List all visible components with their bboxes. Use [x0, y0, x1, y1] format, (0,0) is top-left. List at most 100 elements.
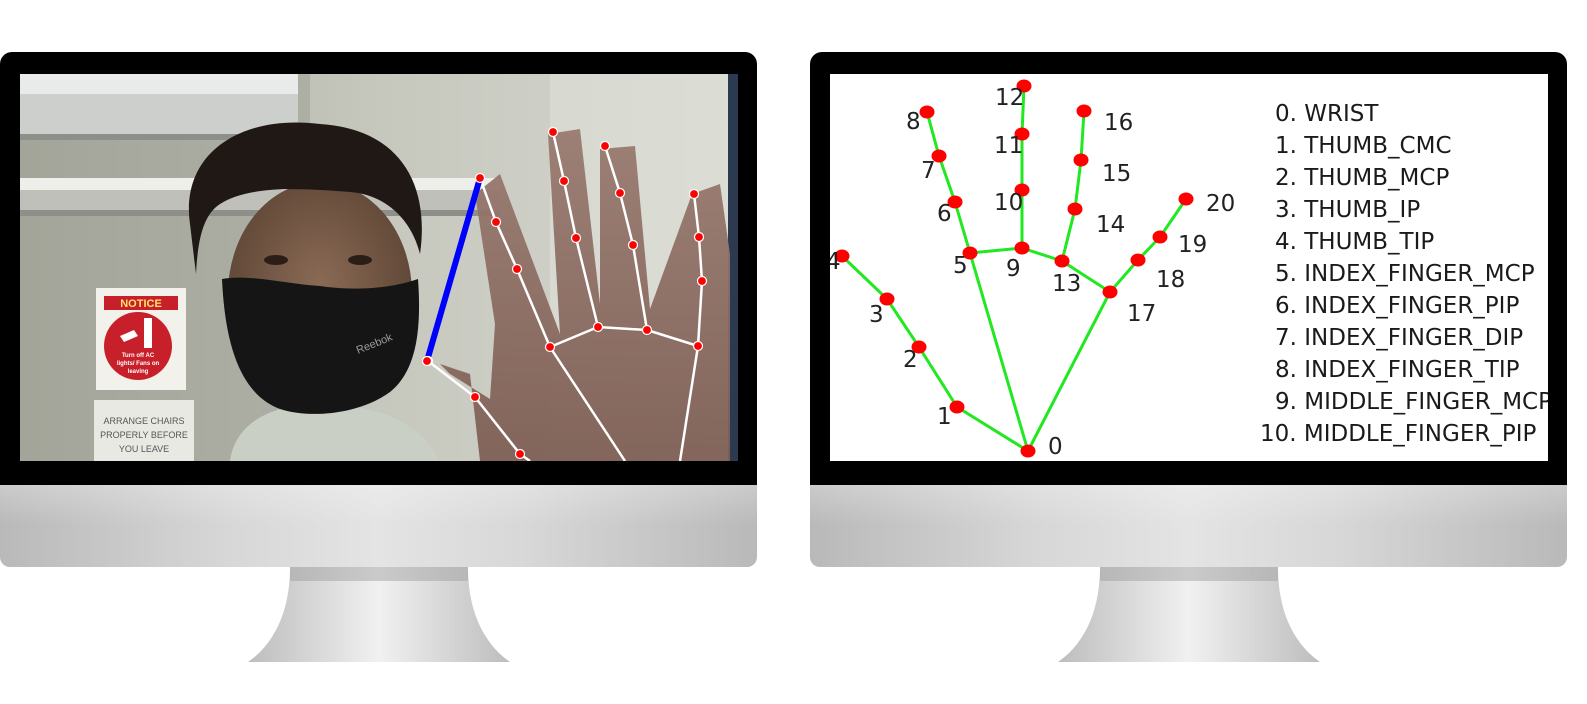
- landmark-number-3: 3: [869, 302, 884, 328]
- webcam-skeleton-connection: [574, 237, 600, 328]
- webcam-skeleton-connection: [618, 192, 635, 246]
- landmark-connection: [1020, 84, 1026, 136]
- webcam-hand-skeleton: [421, 126, 708, 461]
- notice-line-2: lights/ Fans on: [117, 361, 160, 367]
- webcam-skeleton-connection: [478, 177, 498, 223]
- webcam-landmark-13: [641, 324, 653, 336]
- landmark-point-0: [1020, 444, 1036, 458]
- landmark-connection: [968, 246, 1024, 255]
- webcam-skeleton-connection: [427, 360, 476, 398]
- landmark-point-11: [1014, 127, 1030, 141]
- landmark-number-1: 1: [937, 404, 952, 430]
- monitor-landmarks: 0 1 2 3 4 5 6 7 8 9 10 11 12 13 14 15 16 17 18 19 20 0. WRIS…: [810, 52, 1567, 662]
- webcam-landmark-9: [592, 321, 604, 333]
- notice-sign: NOTICE Turn off AC lights/ Fans on leavi…: [96, 288, 186, 390]
- webcam-skeleton-connection: [646, 328, 699, 348]
- landmark-connection: [955, 405, 1030, 453]
- landmark-number-12: 12: [995, 85, 1024, 111]
- landmark-point-16: [1076, 104, 1092, 118]
- chairs-notice: ARRANGE CHAIRS PROPERLY BEFORE YOU LEAVE: [94, 400, 194, 461]
- webcam-landmark-20: [688, 188, 700, 200]
- landmark-point-13: [1054, 254, 1070, 268]
- landmark-number-2: 2: [903, 347, 918, 373]
- webcam-skeleton-connection: [603, 145, 622, 194]
- landmark-connection: [1079, 109, 1086, 162]
- landmark-number-16: 16: [1104, 110, 1133, 136]
- landmark-connection: [885, 297, 921, 349]
- board-line-3: YOU LEAVE: [119, 444, 169, 454]
- landmark-point-20: [1178, 192, 1194, 206]
- landmark-number-9: 9: [1006, 256, 1021, 282]
- board-line-2: PROPERLY BEFORE: [100, 430, 188, 440]
- notice-line-1: Turn off AC: [122, 353, 155, 359]
- webcam-landmark-19: [693, 231, 705, 243]
- webcam-landmark-17: [692, 340, 704, 352]
- landmark-point-9: [1014, 241, 1030, 255]
- notice-title: NOTICE: [120, 298, 162, 310]
- landmark-point-10: [1014, 183, 1030, 197]
- landmark-number-14: 14: [1096, 212, 1125, 238]
- landmark-connection: [1060, 207, 1077, 263]
- landmark-point-19: [1152, 230, 1168, 244]
- webcam-landmark-16: [599, 140, 611, 152]
- landmark-point-18: [1130, 253, 1146, 267]
- notice-line-3: leaving: [128, 369, 149, 375]
- board-line-1: ARRANGE CHAIRS: [103, 416, 184, 426]
- webcam-landmark-7: [490, 216, 502, 228]
- monitor-chin: [0, 485, 757, 567]
- webcam-landmark-12: [547, 126, 559, 138]
- monitor-webcam: NOTICE Turn off AC lights/ Fans on leavi…: [0, 52, 757, 662]
- landmark-point-15: [1073, 153, 1089, 167]
- frame-edge: [728, 74, 738, 461]
- landmark-number-17: 17: [1127, 301, 1156, 327]
- landmark-number-18: 18: [1156, 267, 1185, 293]
- landmark-point-3: [879, 292, 895, 306]
- landmark-number-6: 6: [937, 201, 952, 227]
- landmark-connection: [1026, 290, 1112, 453]
- landmark-point-8: [919, 105, 935, 119]
- landmark-point-12: [1016, 79, 1032, 93]
- landmark-number-10: 10: [994, 190, 1023, 216]
- webcam-skeleton-connection: [548, 346, 627, 461]
- webcam-landmark-1: [514, 448, 526, 460]
- landmark-point-2: [911, 340, 927, 354]
- face-mask: [222, 277, 420, 414]
- webcam-skeleton-connection: [515, 268, 552, 348]
- landmark-number-20: 20: [1206, 191, 1235, 217]
- monitor-stand: [248, 567, 510, 662]
- webcam-landmark-11: [558, 175, 570, 187]
- monitor-stand: [1058, 567, 1320, 662]
- landmark-connection: [937, 154, 957, 204]
- landmark-number-5: 5: [953, 253, 968, 279]
- webcam-skeleton-connection: [494, 221, 519, 270]
- landmark-number-11: 11: [994, 133, 1023, 159]
- landmark-connection: [925, 110, 941, 158]
- webcam-frame: NOTICE Turn off AC lights/ Fans on leavi…: [20, 74, 738, 461]
- landmark-diagram: 0 1 2 3 4 5 6 7 8 9 10 11 12 13 14 15 16 17 18 19 20 0. WRIS…: [830, 74, 1548, 461]
- monitor-chin: [810, 485, 1567, 567]
- landmark-number-0: 0: [1048, 434, 1063, 460]
- pinch-distance-line: [424, 175, 483, 364]
- webcam-skeleton-connection: [551, 131, 566, 182]
- webcam-landmark-6: [511, 263, 523, 275]
- webcam-skeleton-connection: [549, 325, 599, 349]
- landmark-number-8: 8: [906, 109, 921, 135]
- webcam-skeleton-connection: [562, 180, 578, 239]
- landmark-number-7: 7: [921, 158, 936, 184]
- landmark-point-14: [1067, 202, 1083, 216]
- landmark-point-6: [947, 195, 963, 209]
- webcam-skeleton-connection: [597, 325, 648, 332]
- landmark-number-4: 4: [830, 249, 841, 275]
- webcam-landmark-18: [696, 275, 708, 287]
- landmark-number-13: 13: [1052, 271, 1081, 297]
- landmark-connection: [917, 345, 959, 409]
- webcam-landmark-10: [570, 232, 582, 244]
- webcam-landmark-8: [474, 172, 486, 184]
- hand: [430, 129, 730, 461]
- landmark-connection: [1060, 259, 1112, 294]
- webcam-landmark-15: [614, 187, 626, 199]
- webcam-skeleton-connection: [697, 236, 704, 282]
- webcam-feed: NOTICE Turn off AC lights/ Fans on leavi…: [20, 74, 738, 461]
- webcam-skeleton-connection: [631, 244, 649, 331]
